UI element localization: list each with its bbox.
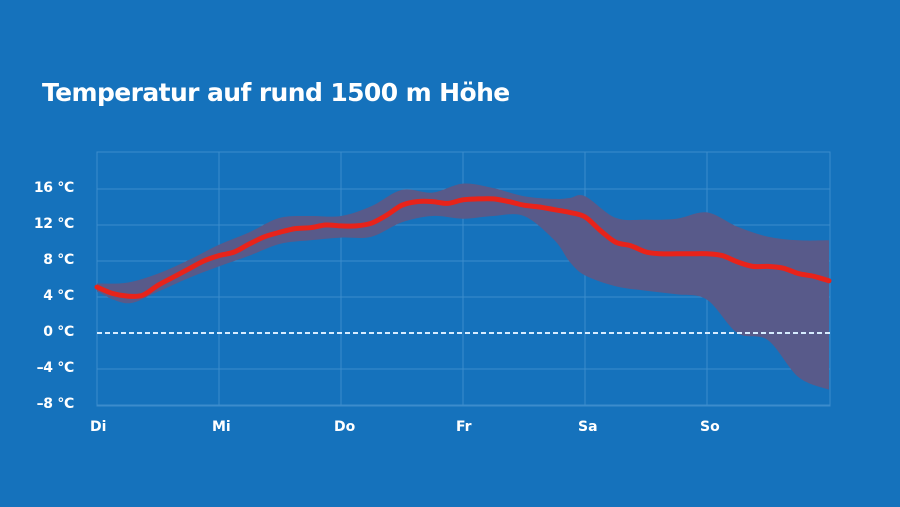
y-tick-label: –8 °C: [36, 396, 75, 412]
x-tick-label-so: So: [700, 419, 720, 435]
temperature-line: [94, 196, 832, 299]
y-tick-label: –4 °C: [36, 360, 75, 376]
y-tick-label: 16 °C: [33, 180, 74, 196]
x-tick-label-di: Di: [90, 419, 107, 435]
y-tick-label: 4 °C: [43, 288, 74, 304]
x-tick-label-do: Do: [334, 419, 356, 435]
uncertainty-band: [97, 183, 829, 390]
y-tick-label: 0 °C: [43, 324, 74, 340]
y-tick-label: 12 °C: [33, 216, 74, 232]
y-tick-label: 8 °C: [43, 252, 74, 268]
x-tick-label-sa: Sa: [578, 419, 598, 435]
x-tick-label-mi: Mi: [212, 419, 231, 435]
x-tick-label-fr: Fr: [456, 419, 472, 435]
chart-title: Temperatur auf rund 1500 m Höhe: [42, 78, 510, 107]
